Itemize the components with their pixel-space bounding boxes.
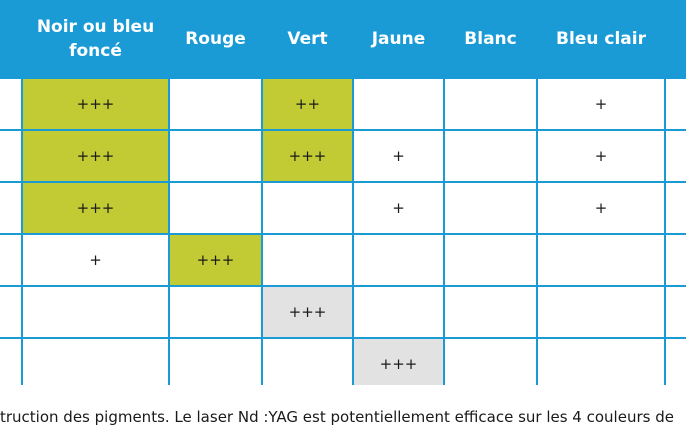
table-cell xyxy=(170,131,261,181)
table-cell: + xyxy=(538,79,664,129)
column-header: Rouge xyxy=(185,28,246,49)
table-cell xyxy=(445,287,536,337)
table-cell xyxy=(445,183,536,233)
table-cell: + xyxy=(538,131,664,181)
table-cell-partial xyxy=(0,79,21,129)
table-cell xyxy=(170,339,261,385)
table-cell xyxy=(538,339,664,385)
table-cell xyxy=(263,183,352,233)
table-cell-partial xyxy=(666,183,686,233)
table-cell xyxy=(23,339,168,385)
table-cell: +++ xyxy=(354,339,443,385)
table-cell-partial xyxy=(0,131,21,181)
table-cell xyxy=(263,235,352,285)
column-header: Bleu clair xyxy=(556,28,646,49)
table-cell xyxy=(445,339,536,385)
table-cell-partial xyxy=(0,183,21,233)
table-cell-partial xyxy=(0,339,21,385)
table-cell: ++ xyxy=(263,79,352,129)
table-cell xyxy=(170,183,261,233)
table-cell xyxy=(538,287,664,337)
table-cell: + xyxy=(23,235,168,285)
table-cell-partial xyxy=(0,235,21,285)
table-cell-partial xyxy=(0,287,21,337)
table-cell xyxy=(445,131,536,181)
column-header: Blanc xyxy=(464,28,517,49)
table-cell-partial xyxy=(666,287,686,337)
table-cell xyxy=(23,287,168,337)
table-cell: + xyxy=(538,183,664,233)
column-header: Vert xyxy=(287,28,328,49)
table-cell xyxy=(445,79,536,129)
table-cell-partial xyxy=(666,235,686,285)
table-cell: + xyxy=(354,131,443,181)
pigment-laser-table: Noir ou bleu foncé Rouge Vert Jaune Blanc Ble… xyxy=(0,0,686,385)
table-cell-partial xyxy=(666,339,686,385)
table-cell: +++ xyxy=(263,287,352,337)
table-cell: +++ xyxy=(23,79,168,129)
table-cell-partial xyxy=(666,79,686,129)
table-cell: +++ xyxy=(23,183,168,233)
column-header: Noir ou bleu foncé xyxy=(36,16,155,61)
table-cell xyxy=(354,79,443,129)
table-cell: +++ xyxy=(263,131,352,181)
table-cell: + xyxy=(354,183,443,233)
table-cell xyxy=(170,79,261,129)
table-caption: truction des pigments. Le laser Nd :YAG … xyxy=(0,408,674,426)
table-cell-partial xyxy=(666,131,686,181)
table-cell: +++ xyxy=(170,235,261,285)
table-cell xyxy=(263,339,352,385)
column-header: Jaune xyxy=(371,28,426,49)
table-cell xyxy=(354,287,443,337)
table-cell: +++ xyxy=(23,131,168,181)
table-cell xyxy=(538,235,664,285)
table-cell xyxy=(445,235,536,285)
table-cell xyxy=(170,287,261,337)
table-cell xyxy=(354,235,443,285)
